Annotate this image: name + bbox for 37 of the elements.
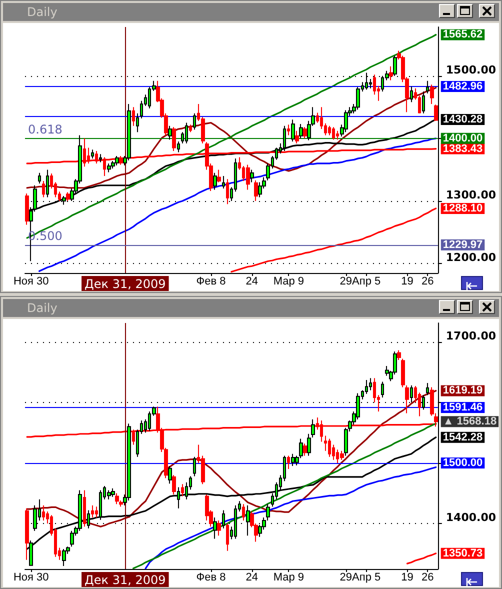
data-label: 1430.28 [442, 113, 483, 126]
chart-title: Daily [3, 299, 499, 317]
text: ▲ 1568.18 [442, 416, 497, 428]
annotation: 0.618 [28, 122, 62, 136]
ref-line-label: 1229.97 [442, 238, 483, 251]
x-tick-label: 29 [340, 572, 352, 584]
y-tick-label: 1700.00 [446, 329, 496, 342]
x-tick-label: Дек 31, 2009 [84, 573, 166, 587]
ref-line-label: 1591.46 [442, 402, 483, 414]
data-label: 1383.43 [442, 142, 483, 155]
x-tick-label: 26 [422, 572, 434, 584]
chart-title: Daily [3, 3, 499, 21]
x-tick-label: Фев 8 [196, 572, 226, 584]
x-tick-label: Апр 5 [352, 276, 381, 288]
x-tick-label: 29 [340, 276, 352, 288]
x-tick-label: Мар 9 [273, 572, 304, 584]
x-tick-label: 24 [246, 572, 258, 584]
x-tick-label: Фев 8 [196, 276, 226, 288]
x-tick-label: 24 [246, 276, 258, 288]
y-tick-label: 1500.00 [446, 63, 496, 76]
x-tick-label: Дек 31, 2009 [84, 277, 166, 291]
y-tick-label: 1400.00 [446, 511, 496, 524]
data-label: 1565.62 [442, 28, 483, 41]
x-tick-label: 26 [422, 276, 434, 288]
y-tick-label: 1200.00 [446, 251, 496, 264]
x-tick-label: 19 [401, 572, 414, 584]
ref-line-label: 1482.96 [442, 80, 483, 92]
x-tick-label: Ноя 30 [13, 276, 49, 288]
x-tick-label: Мар 9 [273, 276, 304, 288]
data-label: 1619.19 [442, 384, 483, 397]
data-label: 1542.28 [442, 431, 483, 444]
data-label: 1288.10 [442, 202, 483, 214]
y-tick-label: 1300.00 [446, 188, 496, 202]
x-tick-label: Ноя 30 [13, 572, 49, 584]
data-label: 1350.73 [442, 547, 483, 560]
x-tick-label: Апр 5 [352, 572, 381, 584]
x-tick-label: 19 [401, 276, 414, 288]
